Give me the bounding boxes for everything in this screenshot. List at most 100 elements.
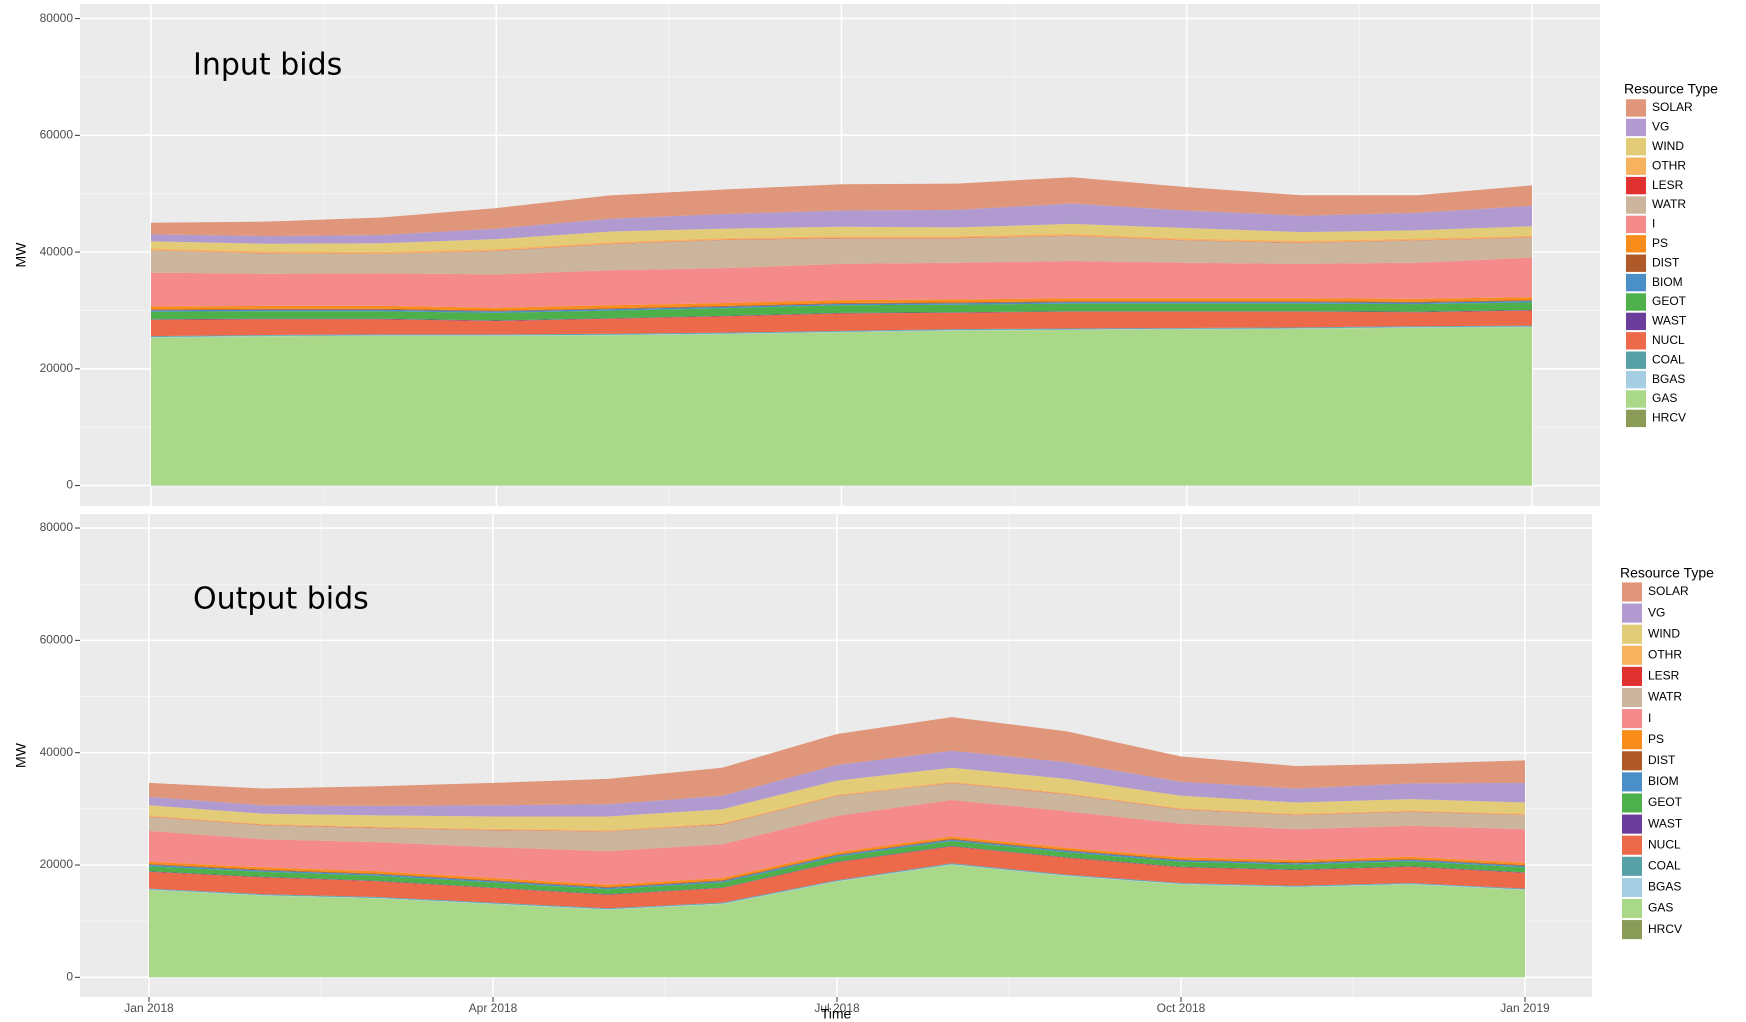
area [149, 846, 1525, 909]
legend-swatch [1622, 856, 1642, 876]
x-axis-label: Time [821, 1006, 852, 1022]
legend-label: GEOT [1648, 795, 1683, 809]
area [151, 310, 1532, 337]
legend-swatch [1626, 176, 1646, 195]
legend-label: GAS [1648, 901, 1673, 915]
annotation-title: Output bids [193, 582, 369, 617]
legend-label: WIND [1652, 139, 1684, 153]
legend-swatch [1622, 624, 1642, 644]
legend-swatch [1626, 118, 1646, 137]
legend-swatch [1626, 157, 1646, 175]
y-tick-label: 40000 [40, 244, 74, 258]
y-tick-label: 40000 [40, 745, 74, 759]
area [151, 223, 1532, 252]
area [151, 297, 1532, 311]
y-axis-label: MW [13, 242, 29, 268]
legend-label: LESR [1652, 178, 1684, 192]
y-tick-label: 20000 [40, 361, 74, 375]
legend-label: WAST [1648, 816, 1683, 830]
legend-swatch [1622, 920, 1642, 940]
legend-swatch [1626, 215, 1646, 234]
legend-label: I [1652, 217, 1655, 231]
legend-swatch [1626, 312, 1646, 331]
x-tick-label: Jan 2019 [1500, 1001, 1550, 1015]
x-tick-label: Jul 2018 [814, 1001, 860, 1015]
legend-label: PS [1652, 236, 1668, 250]
legend-label: WIND [1648, 626, 1680, 640]
y-tick-label: 20000 [40, 857, 74, 871]
legend-swatch [1626, 409, 1646, 428]
area [151, 177, 1532, 237]
legend-label: LESR [1648, 669, 1680, 683]
y-tick-label: 60000 [40, 633, 74, 647]
legend-label: SOLAR [1652, 100, 1693, 114]
legend-swatch [1622, 730, 1642, 750]
legend-label: OTHR [1652, 158, 1686, 172]
legend-label: NUCL [1652, 333, 1685, 347]
legend-label: COAL [1652, 352, 1685, 366]
legend-label: COAL [1648, 858, 1681, 872]
legend-label: HRCV [1652, 411, 1686, 425]
legend-label: DIST [1652, 255, 1680, 269]
legend-swatch [1622, 687, 1642, 708]
area [151, 235, 1532, 275]
legend-swatch [1622, 898, 1642, 919]
legend-swatch [1622, 603, 1642, 623]
area [151, 325, 1532, 337]
area [151, 326, 1532, 338]
legend-label: SOLAR [1648, 584, 1689, 598]
x-tick-label: Apr 2018 [469, 1001, 518, 1015]
legend-label: GAS [1652, 391, 1677, 405]
legend-swatch [1626, 390, 1646, 408]
legend-swatch [1622, 793, 1642, 813]
area [149, 864, 1525, 978]
x-tick-label: Jan 2018 [124, 1001, 174, 1015]
area [149, 767, 1525, 830]
legend-label: WATR [1648, 690, 1682, 704]
area [149, 783, 1525, 852]
y-tick-label: 60000 [40, 128, 74, 142]
area [151, 203, 1532, 244]
legend-swatch [1626, 293, 1646, 311]
legend-swatch [1626, 332, 1646, 350]
legend-swatch [1622, 582, 1642, 602]
area [151, 327, 1532, 486]
legend-label: BGAS [1652, 372, 1685, 386]
legend-swatch [1622, 835, 1642, 855]
area [151, 302, 1532, 321]
y-tick-label: 0 [66, 970, 73, 984]
area [149, 841, 1525, 895]
legend-title: Resource Type [1624, 81, 1718, 97]
y-tick-label: 80000 [40, 520, 74, 534]
legend-label: BIOM [1652, 275, 1683, 289]
legend-swatch [1622, 666, 1642, 686]
legend-swatch [1626, 235, 1646, 253]
legend-label: HRCV [1648, 922, 1682, 936]
legend-label: WAST [1652, 314, 1687, 328]
x-tick-label: Oct 2018 [1157, 1001, 1206, 1015]
legend-swatch [1626, 196, 1646, 214]
area [149, 750, 1525, 817]
legend-swatch [1622, 709, 1642, 729]
legend-title: Resource Type [1620, 565, 1714, 581]
legend-label: PS [1648, 732, 1664, 746]
legend-swatch [1626, 99, 1646, 117]
y-tick-label: 0 [66, 478, 73, 492]
legend-label: WATR [1652, 197, 1686, 211]
legend-swatch [1626, 370, 1646, 389]
legend-label: NUCL [1648, 837, 1681, 851]
legend-swatch [1622, 772, 1642, 792]
legend-label: I [1648, 711, 1651, 725]
y-tick-label: 80000 [40, 11, 74, 25]
area [149, 717, 1525, 806]
legend-label: GEOT [1652, 294, 1687, 308]
legend-label: VG [1648, 605, 1665, 619]
legend-swatch [1622, 751, 1642, 771]
legend-swatch [1626, 351, 1646, 369]
y-axis-label: MW [13, 742, 29, 768]
legend-label: BGAS [1648, 880, 1681, 894]
annotation-title: Input bids [193, 48, 342, 83]
legend-swatch [1626, 273, 1646, 292]
